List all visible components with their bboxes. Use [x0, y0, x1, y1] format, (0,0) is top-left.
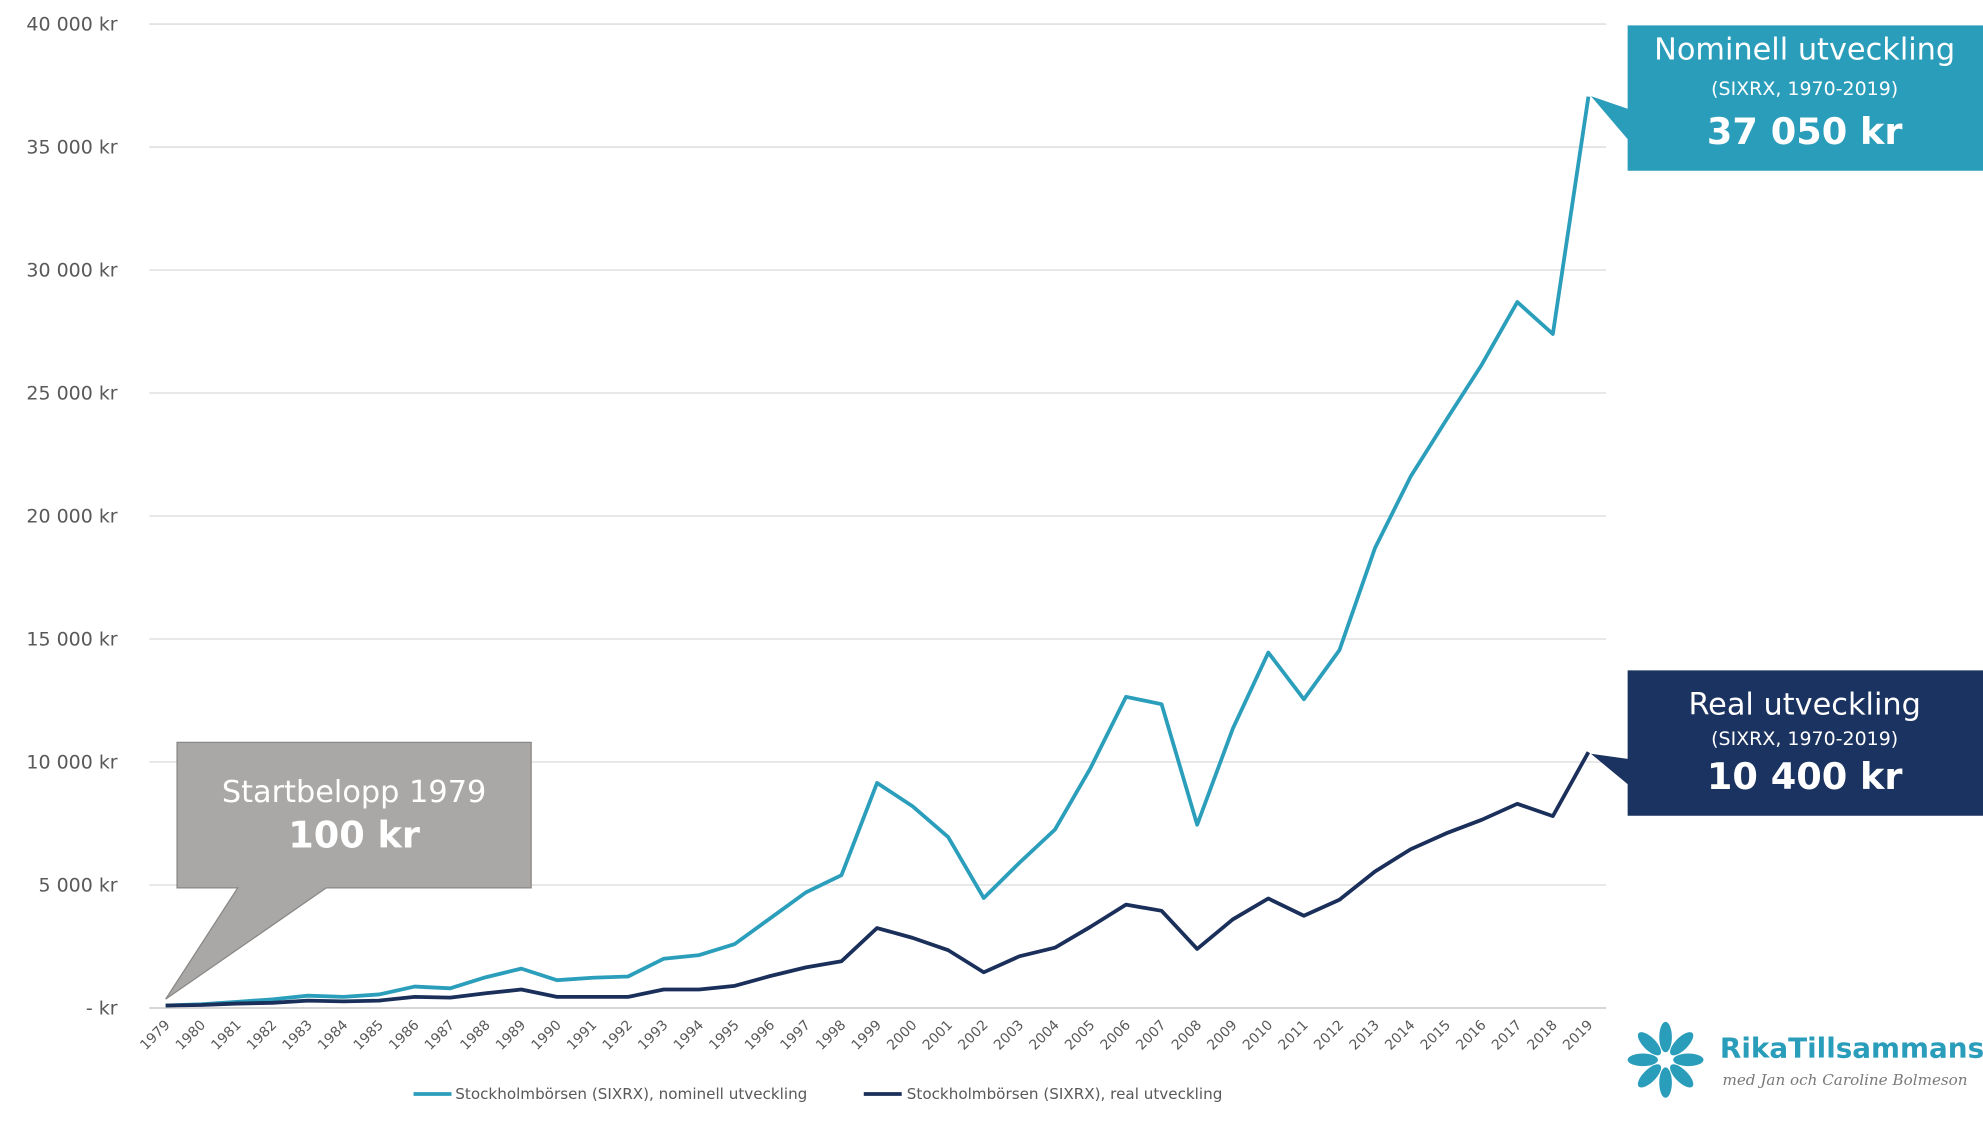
x-tick-label: 2015: [1418, 1017, 1454, 1053]
series-line: [165, 751, 1591, 1008]
nominal-callout: [1590, 25, 1983, 171]
start-callout: [165, 741, 532, 1000]
plot: [165, 96, 1591, 1008]
x-tick-label: 1997: [777, 1017, 813, 1053]
x-tick-label: 1990: [528, 1017, 564, 1053]
x-tick-label: 2009: [1204, 1017, 1240, 1053]
x-tick-label: 1992: [600, 1017, 636, 1053]
legend-label: Stockholmbörsen (SIXRX), nominell utveck…: [455, 1085, 807, 1103]
x-tick-label: 1994: [671, 1017, 707, 1053]
x-tick-label: 2001: [920, 1017, 956, 1053]
x-tick-label: 1986: [386, 1017, 422, 1053]
legend-label: Stockholmbörsen (SIXRX), real utveckling: [907, 1085, 1223, 1103]
x-tick-label: 1981: [208, 1017, 244, 1053]
x-tick-label: 2006: [1098, 1017, 1134, 1053]
callout-title: Startbelopp 1979: [222, 775, 486, 810]
x-tick-label: 2014: [1382, 1017, 1418, 1053]
logo-icon: [1627, 1021, 1704, 1098]
x-tick-label: 1985: [351, 1017, 387, 1053]
x-tick-label: 2008: [1169, 1017, 1205, 1053]
callout-value: 10 400 kr: [1707, 755, 1903, 798]
y-tick-label: 40 000 kr: [26, 13, 117, 35]
series-line: [165, 96, 1591, 1008]
x-tick-label: 2003: [991, 1017, 1027, 1053]
x-tick-label: 1982: [244, 1017, 280, 1053]
y-tick-label: 30 000 kr: [26, 259, 117, 281]
callout-title: Real utveckling: [1688, 688, 1920, 723]
callout-value: 100 kr: [288, 813, 420, 856]
callout-subtitle: (SIXRX, 1970-2019): [1711, 728, 1898, 750]
callout-title: Nominell utveckling: [1654, 32, 1955, 67]
y-tick-label: 20 000 kr: [26, 505, 117, 527]
x-tick-label: 2016: [1453, 1017, 1489, 1053]
x-tick-label: 1980: [173, 1017, 209, 1053]
x-tick-label: 1999: [849, 1017, 885, 1053]
callout-value: 37 050 kr: [1707, 110, 1903, 153]
x-tick-label: 2000: [884, 1017, 920, 1053]
y-tick-label: 10 000 kr: [26, 751, 117, 773]
x-tick-label: 1993: [635, 1017, 671, 1053]
x-tick-label: 2002: [955, 1017, 991, 1053]
x-tick-label: 2019: [1560, 1017, 1596, 1053]
x-tick-label: 1979: [137, 1017, 173, 1053]
logo-name: RikaTillsammans: [1720, 1031, 1983, 1064]
x-tick-label: 1988: [457, 1017, 493, 1053]
x-tick-label: 2010: [1240, 1017, 1276, 1053]
y-tick-label: 35 000 kr: [26, 136, 117, 158]
x-tick-label: 1991: [564, 1017, 600, 1053]
x-tick-label: 2017: [1489, 1017, 1525, 1053]
y-tick-label: 5 000 kr: [38, 874, 117, 896]
x-tick-label: 1996: [742, 1017, 778, 1053]
x-tick-label: 1989: [493, 1017, 529, 1053]
y-tick-label: 15 000 kr: [26, 628, 117, 650]
x-tick-label: 1995: [706, 1017, 742, 1053]
logo-tagline: med Jan och Caroline Bolmeson: [1722, 1071, 1967, 1089]
y-tick-label: - kr: [86, 997, 118, 1019]
real-callout: [1590, 670, 1983, 816]
x-tick-label: 2005: [1062, 1017, 1098, 1053]
x-tick-label: 1984: [315, 1017, 351, 1053]
y-tick-label: 25 000 kr: [26, 382, 117, 404]
x-tick-label: 1998: [813, 1017, 849, 1053]
x-tick-label: 2011: [1275, 1017, 1311, 1053]
x-tick-label: 2004: [1026, 1017, 1062, 1053]
x-tick-label: 1987: [422, 1017, 458, 1053]
x-tick-label: 2018: [1524, 1017, 1560, 1053]
x-tick-label: 2007: [1133, 1017, 1169, 1053]
callout-subtitle: (SIXRX, 1970-2019): [1711, 78, 1898, 100]
x-tick-label: 2013: [1347, 1017, 1383, 1053]
x-tick-label: 1983: [279, 1017, 315, 1053]
x-tick-label: 2012: [1311, 1017, 1347, 1053]
